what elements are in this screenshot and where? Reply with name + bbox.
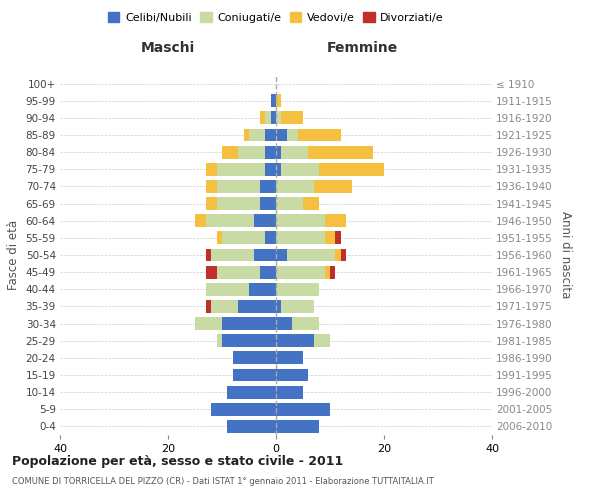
Bar bbox=[335, 248, 341, 262]
Bar bbox=[222, 146, 238, 158]
Bar bbox=[254, 214, 276, 227]
Bar bbox=[217, 180, 260, 193]
Bar bbox=[276, 248, 287, 262]
Bar bbox=[211, 403, 276, 415]
Bar bbox=[211, 300, 238, 313]
Bar bbox=[265, 128, 276, 141]
Bar bbox=[314, 180, 352, 193]
Bar bbox=[260, 197, 276, 210]
Bar bbox=[249, 128, 265, 141]
Bar bbox=[233, 352, 276, 364]
Bar bbox=[260, 180, 276, 193]
Text: Popolazione per età, sesso e stato civile - 2011: Popolazione per età, sesso e stato civil… bbox=[12, 455, 343, 468]
Bar bbox=[271, 94, 276, 107]
Bar bbox=[217, 334, 222, 347]
Bar bbox=[335, 232, 341, 244]
Bar bbox=[303, 197, 319, 210]
Bar bbox=[195, 214, 206, 227]
Bar bbox=[281, 300, 314, 313]
Bar bbox=[276, 403, 330, 415]
Bar bbox=[276, 94, 281, 107]
Bar bbox=[276, 146, 281, 158]
Bar bbox=[276, 334, 314, 347]
Bar bbox=[276, 300, 281, 313]
Bar bbox=[238, 300, 276, 313]
Bar bbox=[217, 163, 265, 175]
Text: COMUNE DI TORRICELLA DEL PIZZO (CR) - Dati ISTAT 1° gennaio 2011 - Elaborazione : COMUNE DI TORRICELLA DEL PIZZO (CR) - Da… bbox=[12, 478, 434, 486]
Bar bbox=[276, 112, 281, 124]
Y-axis label: Fasce di età: Fasce di età bbox=[7, 220, 20, 290]
Bar bbox=[281, 146, 308, 158]
Bar bbox=[222, 334, 276, 347]
Bar bbox=[325, 266, 330, 278]
Bar bbox=[281, 163, 319, 175]
Bar bbox=[276, 352, 303, 364]
Bar bbox=[265, 163, 276, 175]
Bar bbox=[276, 214, 325, 227]
Bar bbox=[276, 266, 325, 278]
Bar bbox=[249, 283, 276, 296]
Bar bbox=[222, 317, 276, 330]
Bar bbox=[206, 163, 217, 175]
Bar bbox=[287, 248, 335, 262]
Bar bbox=[292, 317, 319, 330]
Bar bbox=[330, 266, 335, 278]
Bar bbox=[206, 214, 254, 227]
Bar bbox=[276, 420, 319, 433]
Bar bbox=[238, 146, 265, 158]
Bar bbox=[314, 334, 330, 347]
Bar bbox=[254, 248, 276, 262]
Bar bbox=[265, 232, 276, 244]
Bar bbox=[260, 266, 276, 278]
Bar bbox=[308, 146, 373, 158]
Bar bbox=[206, 283, 249, 296]
Bar bbox=[206, 180, 217, 193]
Bar bbox=[206, 197, 217, 210]
Bar bbox=[325, 214, 346, 227]
Bar bbox=[227, 420, 276, 433]
Bar bbox=[233, 368, 276, 382]
Bar bbox=[287, 128, 298, 141]
Bar bbox=[341, 248, 346, 262]
Bar bbox=[276, 368, 308, 382]
Bar bbox=[206, 248, 211, 262]
Bar bbox=[276, 163, 281, 175]
Bar bbox=[265, 146, 276, 158]
Bar bbox=[276, 317, 292, 330]
Bar bbox=[195, 317, 222, 330]
Bar bbox=[206, 300, 211, 313]
Bar bbox=[217, 197, 260, 210]
Bar bbox=[276, 180, 314, 193]
Bar bbox=[281, 112, 303, 124]
Bar bbox=[227, 386, 276, 398]
Bar bbox=[325, 232, 335, 244]
Legend: Celibi/Nubili, Coniugati/e, Vedovi/e, Divorziati/e: Celibi/Nubili, Coniugati/e, Vedovi/e, Di… bbox=[104, 8, 448, 28]
Bar bbox=[222, 232, 265, 244]
Bar bbox=[276, 128, 287, 141]
Bar bbox=[276, 232, 325, 244]
Bar bbox=[319, 163, 384, 175]
Text: Femmine: Femmine bbox=[327, 41, 398, 55]
Bar bbox=[244, 128, 249, 141]
Bar bbox=[206, 266, 217, 278]
Bar bbox=[217, 232, 222, 244]
Bar bbox=[265, 112, 271, 124]
Bar bbox=[211, 248, 254, 262]
Bar bbox=[271, 112, 276, 124]
Bar bbox=[276, 386, 303, 398]
Text: Maschi: Maschi bbox=[141, 41, 195, 55]
Bar bbox=[217, 266, 260, 278]
Bar bbox=[298, 128, 341, 141]
Bar bbox=[260, 112, 265, 124]
Bar bbox=[276, 283, 319, 296]
Bar bbox=[276, 197, 303, 210]
Y-axis label: Anni di nascita: Anni di nascita bbox=[559, 212, 572, 298]
